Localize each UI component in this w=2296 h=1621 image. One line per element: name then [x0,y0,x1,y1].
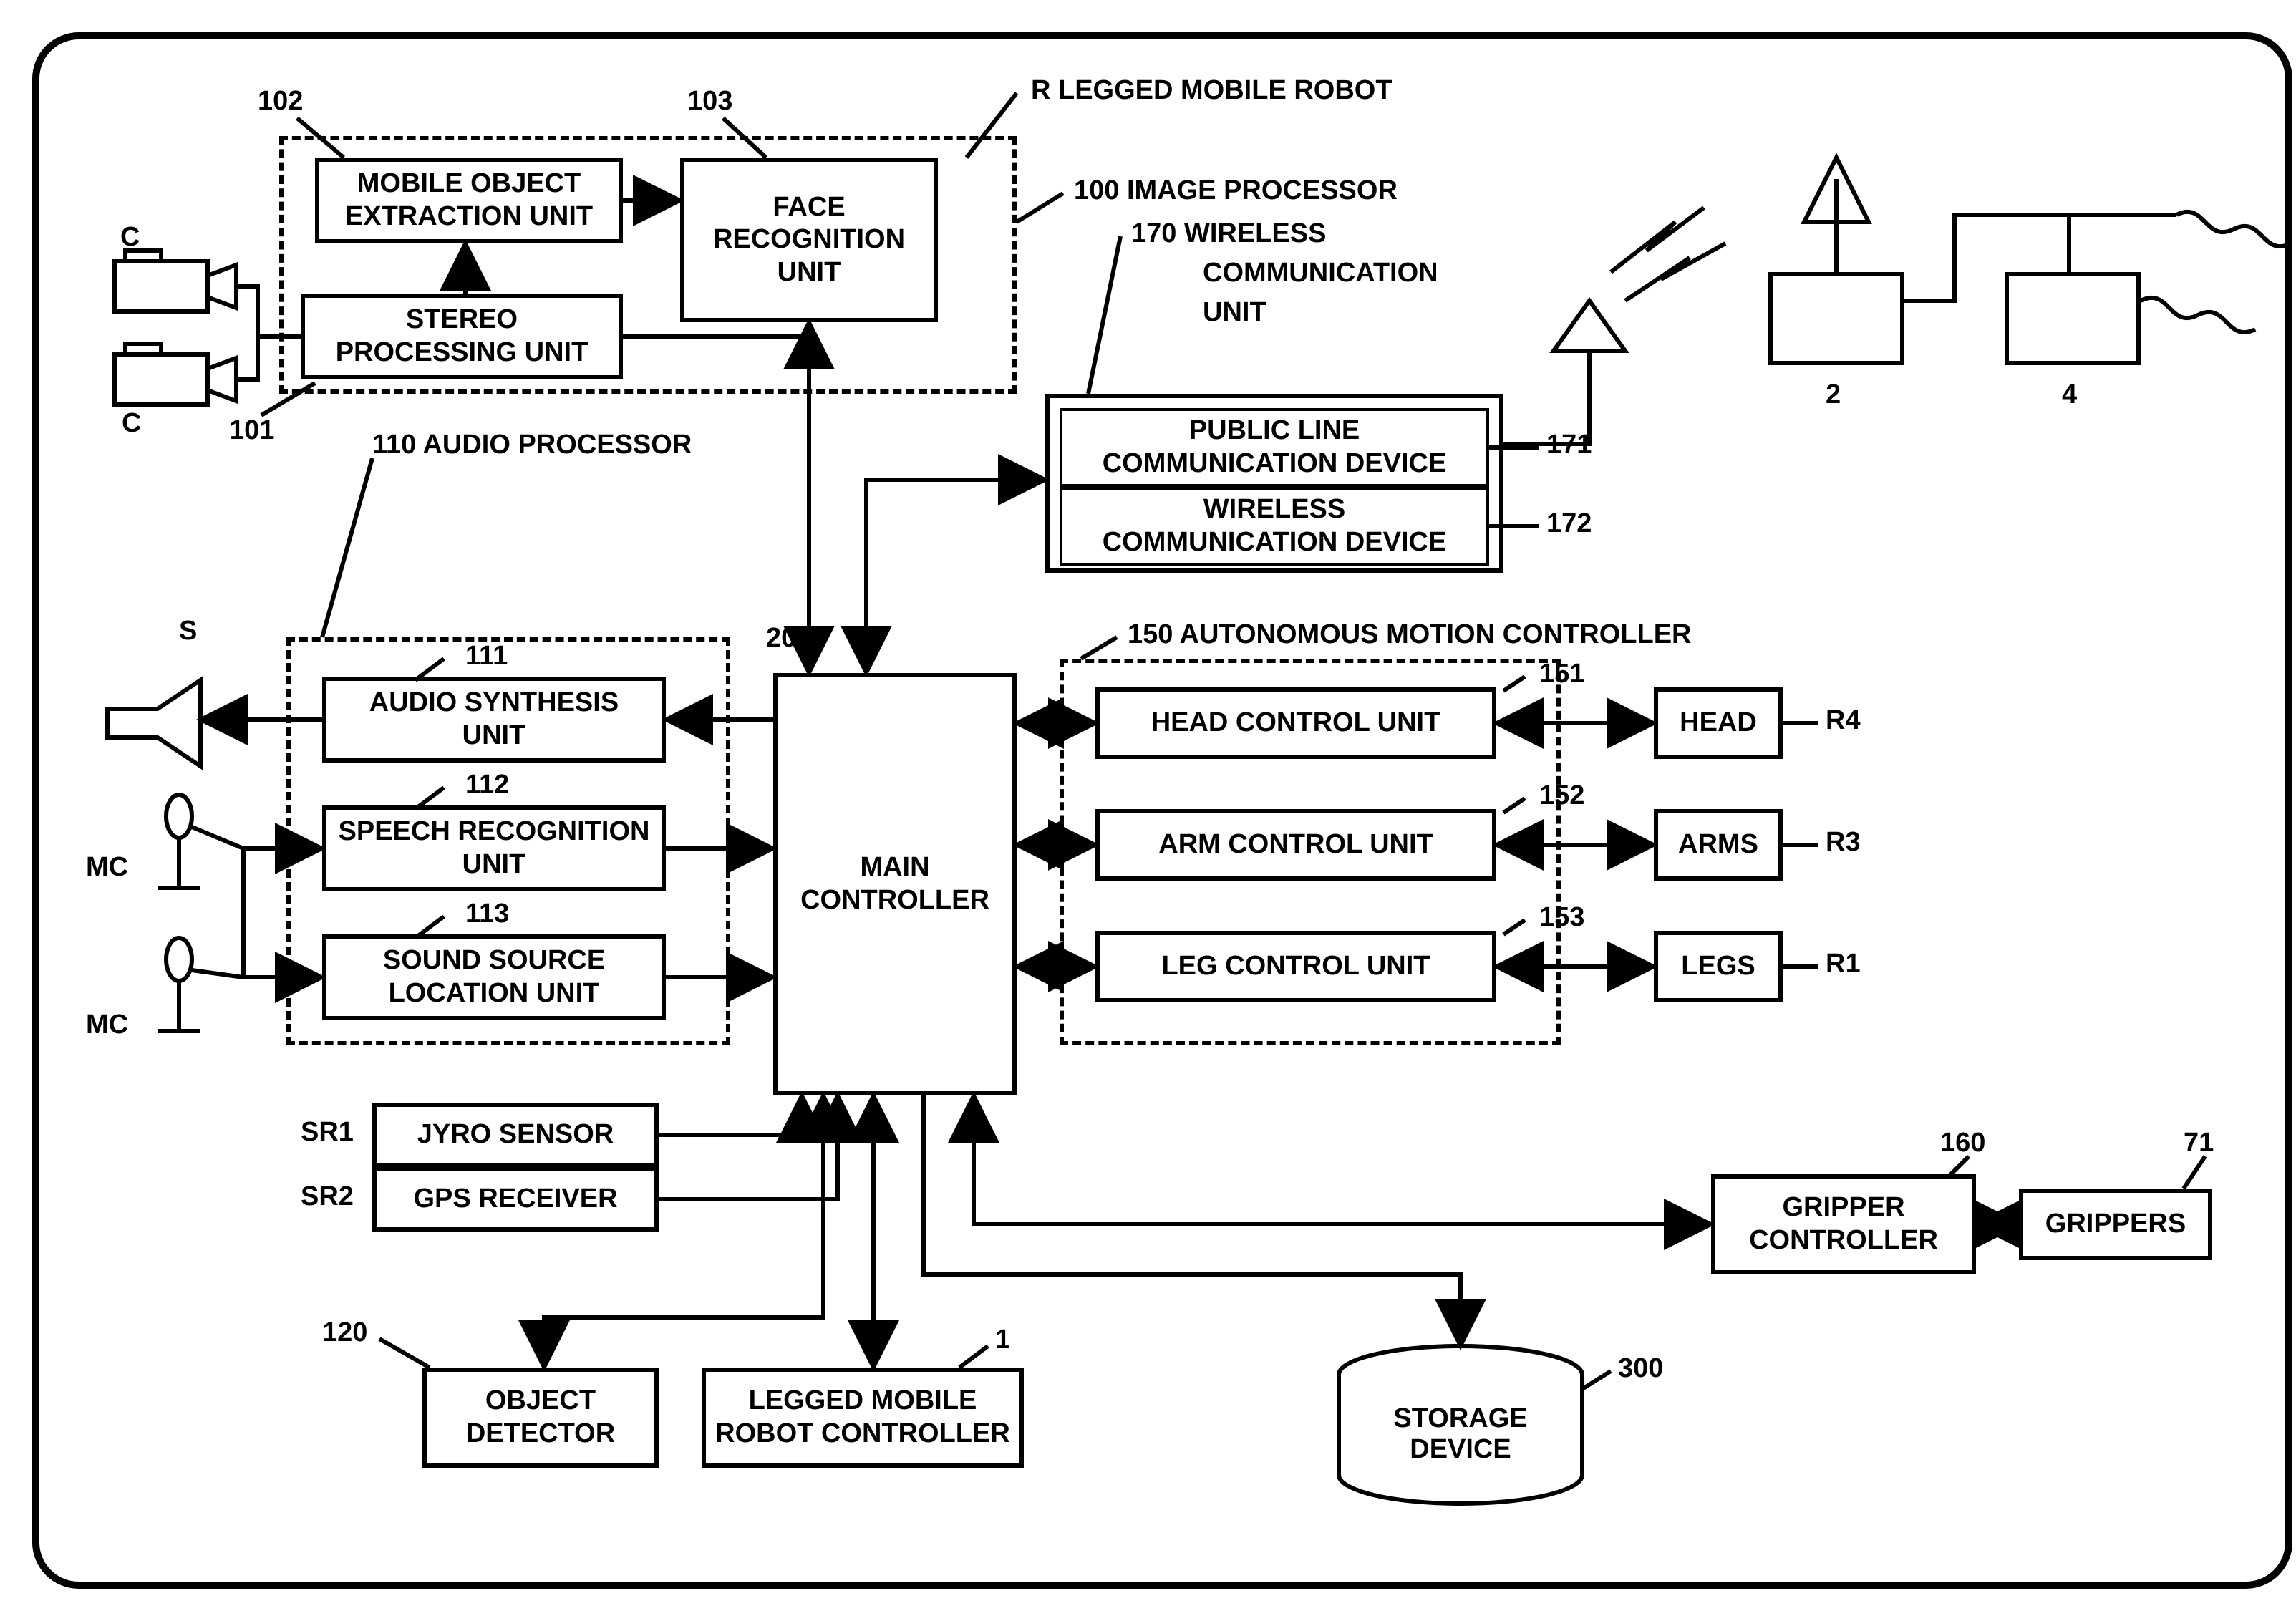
mobile-obj-block: MOBILE OBJECTEXTRACTION UNIT [315,158,623,243]
label-r4: R4 [1826,705,1861,736]
box-4 [2005,272,2141,365]
leg-ctrl-block: LEG CONTROL UNIT [1095,931,1496,1002]
legs-block: LEGS [1654,931,1783,1002]
label-200: 200 [766,623,811,654]
label-71: 71 [2184,1128,2214,1158]
audio-synth-block: AUDIO SYNTHESISUNIT [322,677,666,763]
label-171: 171 [1546,430,1592,460]
label-s: S [179,616,197,647]
label-160: 160 [1940,1128,1985,1158]
robot-ctrl-block: LEGGED MOBILEROBOT CONTROLLER [702,1368,1024,1468]
label-1: 1 [995,1325,1010,1355]
gripper-ctrl-block: GRIPPERCONTROLLER [1711,1174,1976,1274]
label-120: 120 [322,1317,367,1348]
label-172: 172 [1546,508,1592,539]
obj-det-block: OBJECTDETECTOR [422,1368,659,1468]
label-113: 113 [465,899,509,929]
label-r: R LEGGED MOBILE ROBOT [1031,75,1392,106]
label-102: 102 [258,86,303,117]
head-block: HEAD [1654,687,1783,759]
label-sr1: SR1 [301,1117,354,1148]
public-line-block: PUBLIC LINECOMMUNICATION DEVICE [1060,408,1489,487]
label-wcu: 170 WIRELESS [1131,218,1326,249]
wireless-dev-block: WIRELESSCOMMUNICATION DEVICE [1060,487,1489,566]
label-110: 110 AUDIO PROCESSOR [372,430,692,460]
label-mc1: MC [86,852,128,883]
label-c2: C [122,408,141,439]
speech-block: SPEECH RECOGNITIONUNIT [322,805,666,891]
label-152: 152 [1539,780,1584,811]
head-ctrl-block: HEAD CONTROL UNIT [1095,687,1496,759]
label-2: 2 [1826,379,1841,410]
label-r1: R1 [1826,949,1861,979]
storage-label: STORAGEDEVICE [1389,1403,1532,1465]
jyro-block: JYRO SENSOR [372,1103,659,1167]
sound-src-block: SOUND SOURCELOCATION UNIT [322,934,666,1020]
label-wcu2: COMMUNICATION [1203,258,1438,289]
grippers-block: GRIPPERS [2019,1189,2212,1260]
face-block: FACERECOGNITIONUNIT [680,158,938,322]
label-150: 150 AUTONOMOUS MOTION CONTROLLER [1128,619,1691,650]
label-r3: R3 [1826,827,1861,858]
stereo-block: STEREOPROCESSING UNIT [301,294,623,379]
label-111: 111 [465,641,508,672]
box-2 [1768,272,1904,365]
label-4: 4 [2062,379,2077,410]
label-sr2: SR2 [301,1181,354,1212]
label-103: 103 [687,86,732,117]
label-101: 101 [229,415,274,446]
label-img-proc: 100 IMAGE PROCESSOR [1074,175,1398,206]
label-wcu3: UNIT [1203,297,1266,328]
label-112: 112 [465,770,509,800]
label-300: 300 [1618,1353,1663,1384]
label-153: 153 [1539,902,1584,933]
arms-block: ARMS [1654,809,1783,881]
gps-block: GPS RECEIVER [372,1167,659,1232]
arm-ctrl-block: ARM CONTROL UNIT [1095,809,1496,881]
label-c1: C [120,222,140,253]
label-151: 151 [1539,659,1584,689]
label-mc2: MC [86,1010,128,1040]
main-controller-block: MAINCONTROLLER [773,673,1017,1095]
